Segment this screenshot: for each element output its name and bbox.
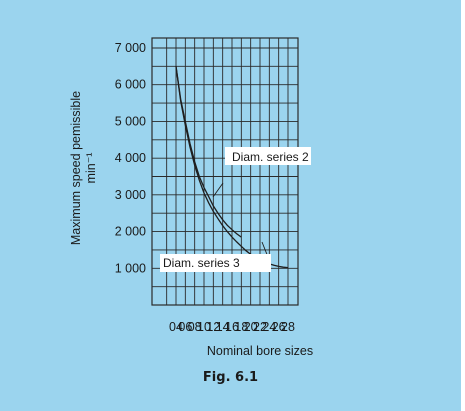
annotation-bg [160,254,271,272]
y-tick-label: 4 000 [115,151,146,165]
x-tick-label: 24 [262,320,276,334]
x-tick-label: 10 [197,320,211,334]
x-tick-label: 18 [234,320,248,334]
annotation-leader-series-2 [212,182,224,198]
y-tick-label: 3 000 [115,188,146,202]
annotation-label-series-3: Diam. series 3 [163,256,240,270]
y-tick-label: 2 000 [115,225,146,239]
y-tick-label: 1 000 [115,261,146,275]
annotations: Diam. series 2 Diam. series 3 [160,147,311,272]
x-tick-label: 06 [178,320,192,334]
y-tick-label: 6 000 [115,78,146,92]
x-tick-label: 20 [244,320,258,334]
series-line-1 [175,66,242,238]
x-tick-label: 16 [225,320,239,334]
y-axis-ticks: 1 000 2 000 3 000 4 000 5 000 6 000 7 000 [115,41,146,275]
x-tick-label: 04 [169,320,183,334]
y-axis-unit: min⁻¹ [84,153,98,184]
y-axis-title: Maximum speed pemissible [69,91,83,245]
x-tick-label: 08 [188,320,202,334]
y-tick-label: 5 000 [115,114,146,128]
grid [151,37,299,306]
annotation-bg [225,147,311,165]
plot-frame [151,37,299,306]
x-axis-title: Nominal bore sizes [207,344,313,358]
y-tick-label: 7 000 [115,41,146,55]
figure-caption: Fig. 6.1 [202,370,259,385]
x-tick-label: 28 [281,320,295,334]
x-tick-label: 14 [216,320,230,334]
x-tick-label: 12 [206,320,220,334]
annotation-label-series-2: Diam. series 2 [232,150,309,164]
x-tick-label: 22 [253,320,267,334]
x-tick-label: 26 [272,320,286,334]
